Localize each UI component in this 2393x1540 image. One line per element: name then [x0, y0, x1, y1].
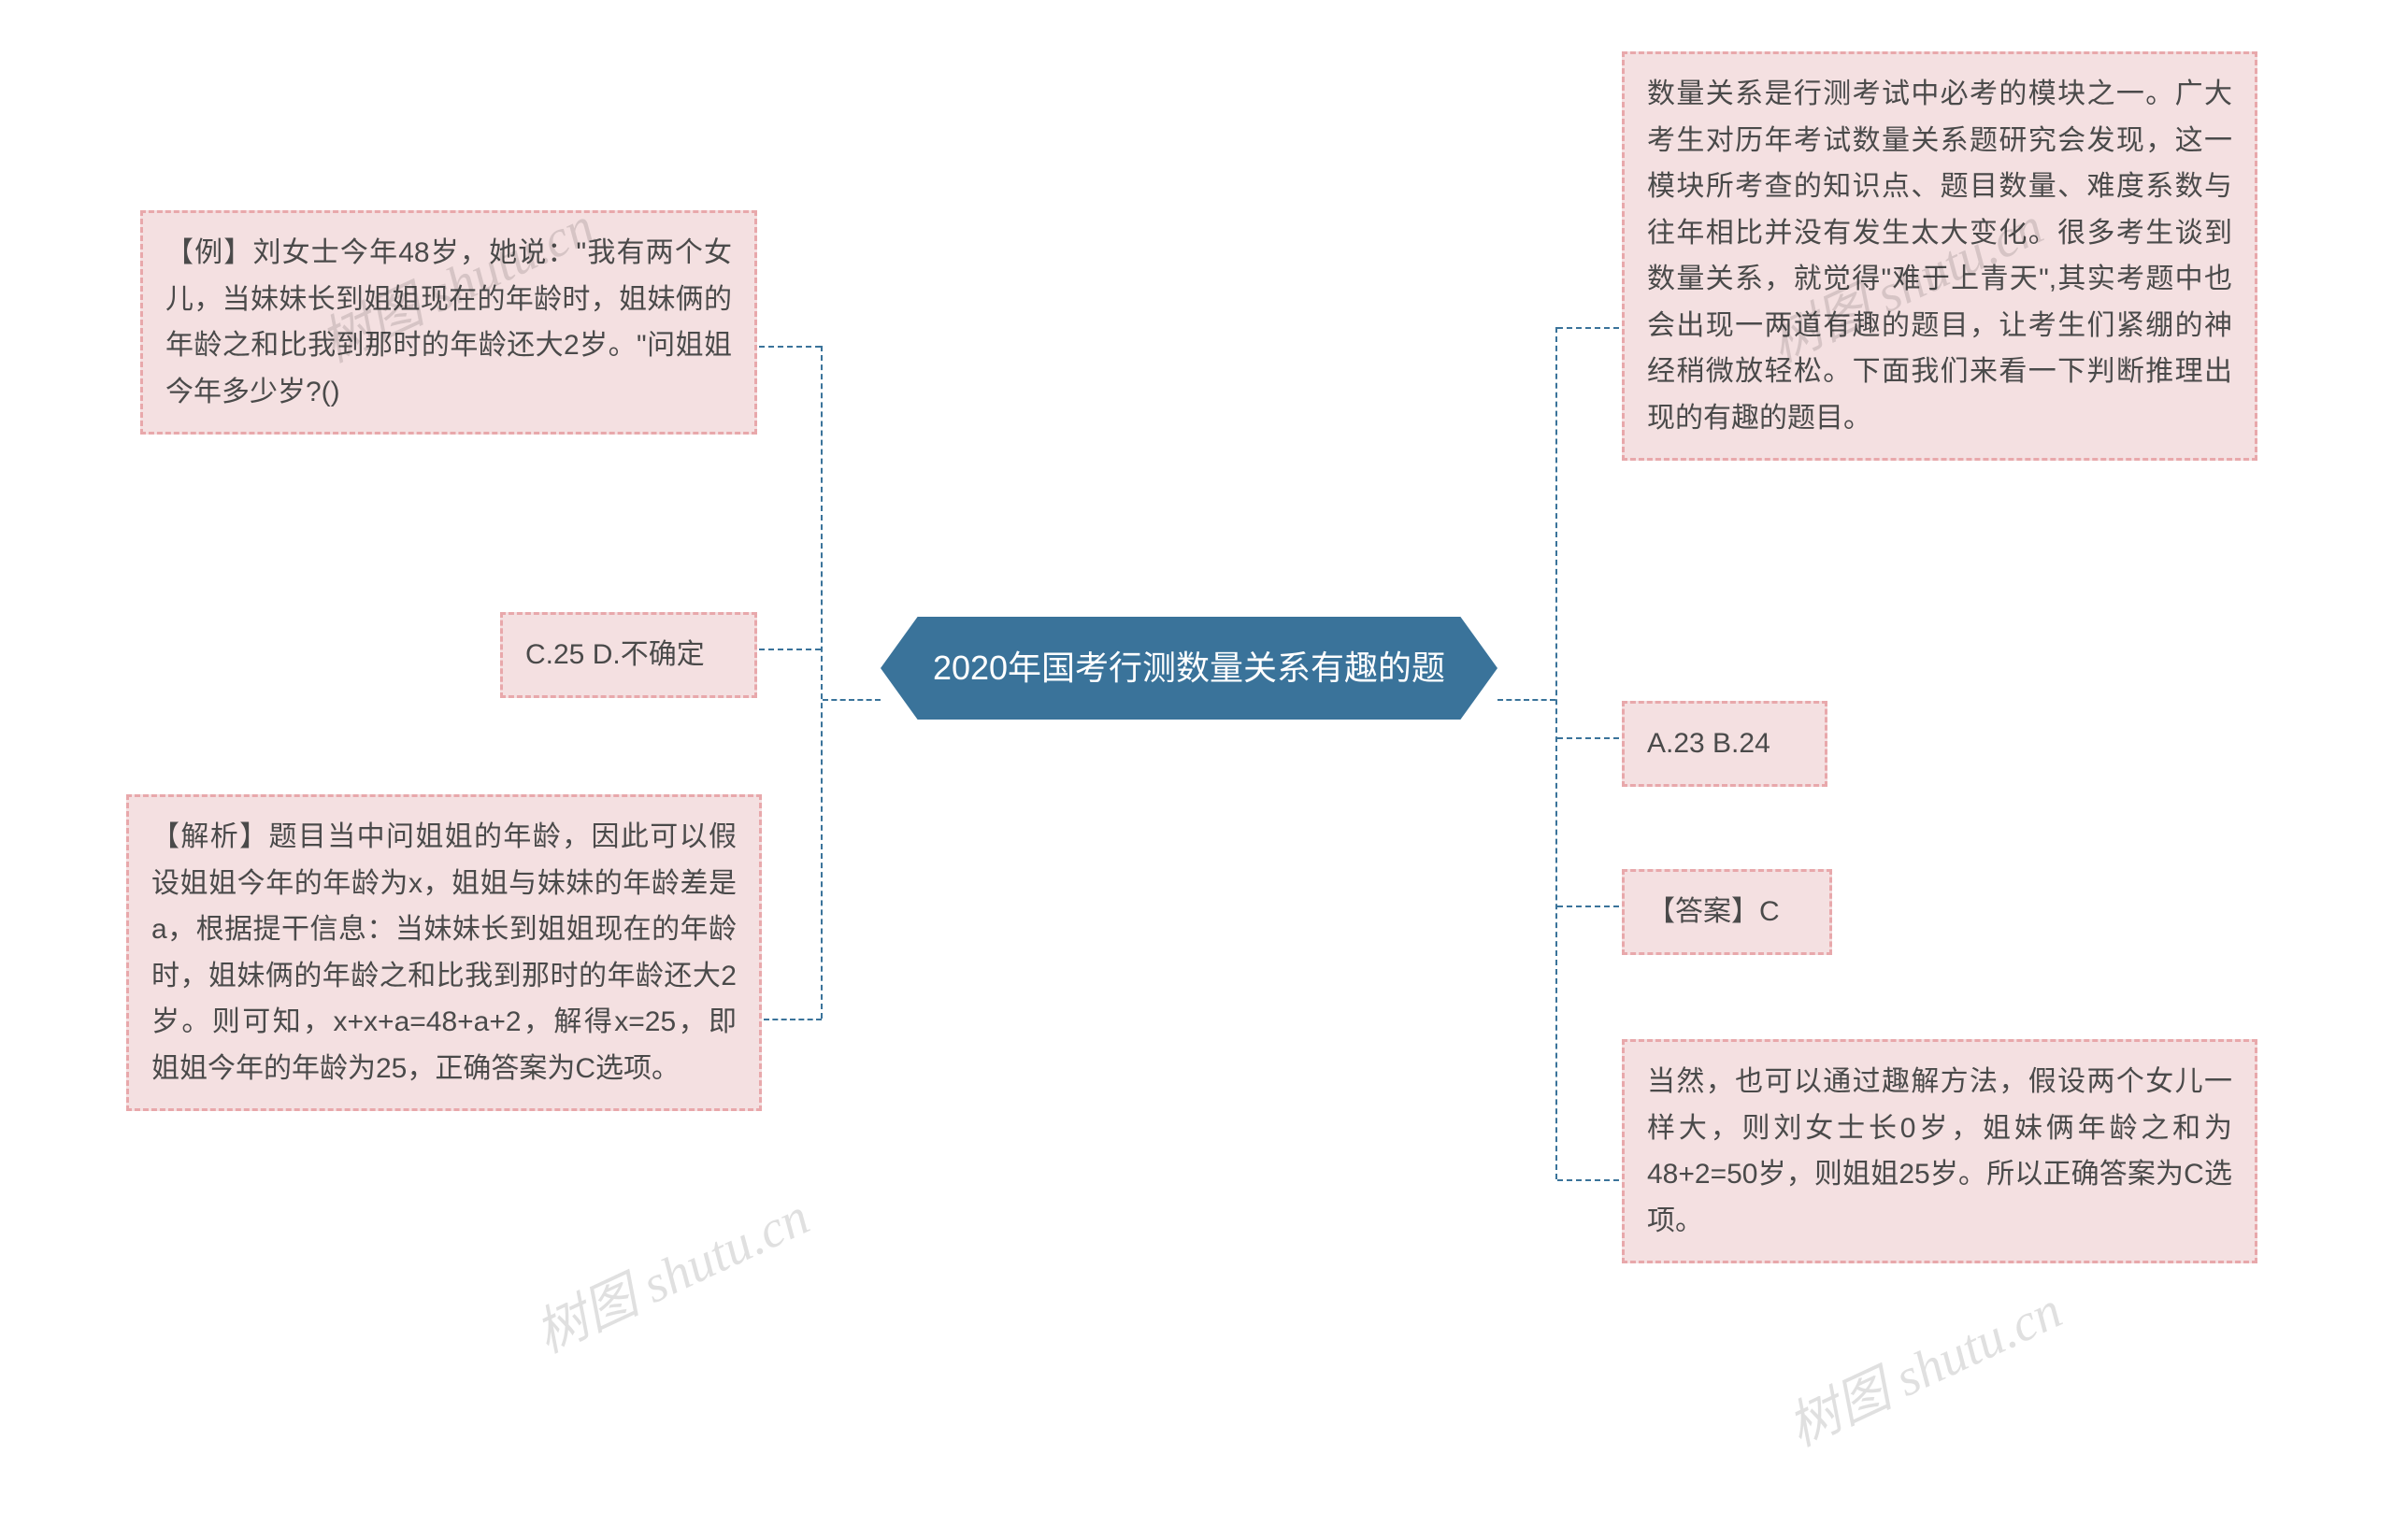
leaf-options-cd-text: C.25 D.不确定 [525, 639, 705, 670]
connector-right-intro [1557, 327, 1619, 329]
leaf-options-ab: A.23 B.24 [1622, 701, 1827, 787]
watermark-3-text: 树图 shutu.cn [527, 1188, 818, 1364]
leaf-answer-text: 【答案】C [1647, 896, 1780, 927]
connector-left-analysis [764, 1019, 822, 1020]
connector-right-answer [1557, 905, 1619, 907]
watermark-4: 树图 shutu.cn [1774, 1268, 2072, 1461]
center-node: 2020年国考行测数量关系有趣的题 [881, 617, 1497, 720]
leaf-example: 【例】刘女士今年48岁，她说："我有两个女儿，当妹妹长到姐姐现在的年龄时，姐妹俩… [140, 210, 757, 435]
connector-left-cd [759, 649, 821, 650]
leaf-analysis-text: 【解析】题目当中问姐姐的年龄，因此可以假设姐姐今年的年龄为x，姐姐与妹妹的年龄差… [151, 821, 737, 1084]
connector-right-ab [1557, 737, 1619, 739]
leaf-answer: 【答案】C [1622, 869, 1832, 955]
leaf-analysis: 【解析】题目当中问姐姐的年龄，因此可以假设姐姐今年的年龄为x，姐姐与妹妹的年龄差… [126, 794, 762, 1111]
leaf-options-ab-text: A.23 B.24 [1647, 728, 1770, 759]
connector-left-spine [821, 346, 823, 1019]
connector-right-trunk [1497, 699, 1555, 701]
center-text: 2020年国考行测数量关系有趣的题 [933, 649, 1445, 687]
connector-right-quick [1557, 1179, 1619, 1181]
leaf-intro-text: 数量关系是行测考试中必考的模块之一。广大考生对历年考试数量关系题研究会发现，这一… [1647, 78, 2232, 434]
connector-right-spine [1555, 327, 1557, 1179]
watermark-4-text: 树图 shutu.cn [1780, 1281, 2071, 1458]
connector-left-trunk [823, 699, 881, 701]
leaf-intro: 数量关系是行测考试中必考的模块之一。广大考生对历年考试数量关系题研究会发现，这一… [1622, 51, 2257, 461]
leaf-quick: 当然，也可以通过趣解方法，假设两个女儿一样大，则刘女士长0岁，姐妹俩年龄之和为4… [1622, 1039, 2257, 1263]
leaf-example-text: 【例】刘女士今年48岁，她说："我有两个女儿，当妹妹长到姐姐现在的年龄时，姐妹俩… [165, 237, 732, 407]
leaf-quick-text: 当然，也可以通过趣解方法，假设两个女儿一样大，则刘女士长0岁，姐妹俩年龄之和为4… [1647, 1066, 2232, 1236]
leaf-options-cd: C.25 D.不确定 [500, 612, 757, 698]
watermark-3: 树图 shutu.cn [522, 1175, 820, 1367]
connector-left-example [759, 346, 821, 348]
